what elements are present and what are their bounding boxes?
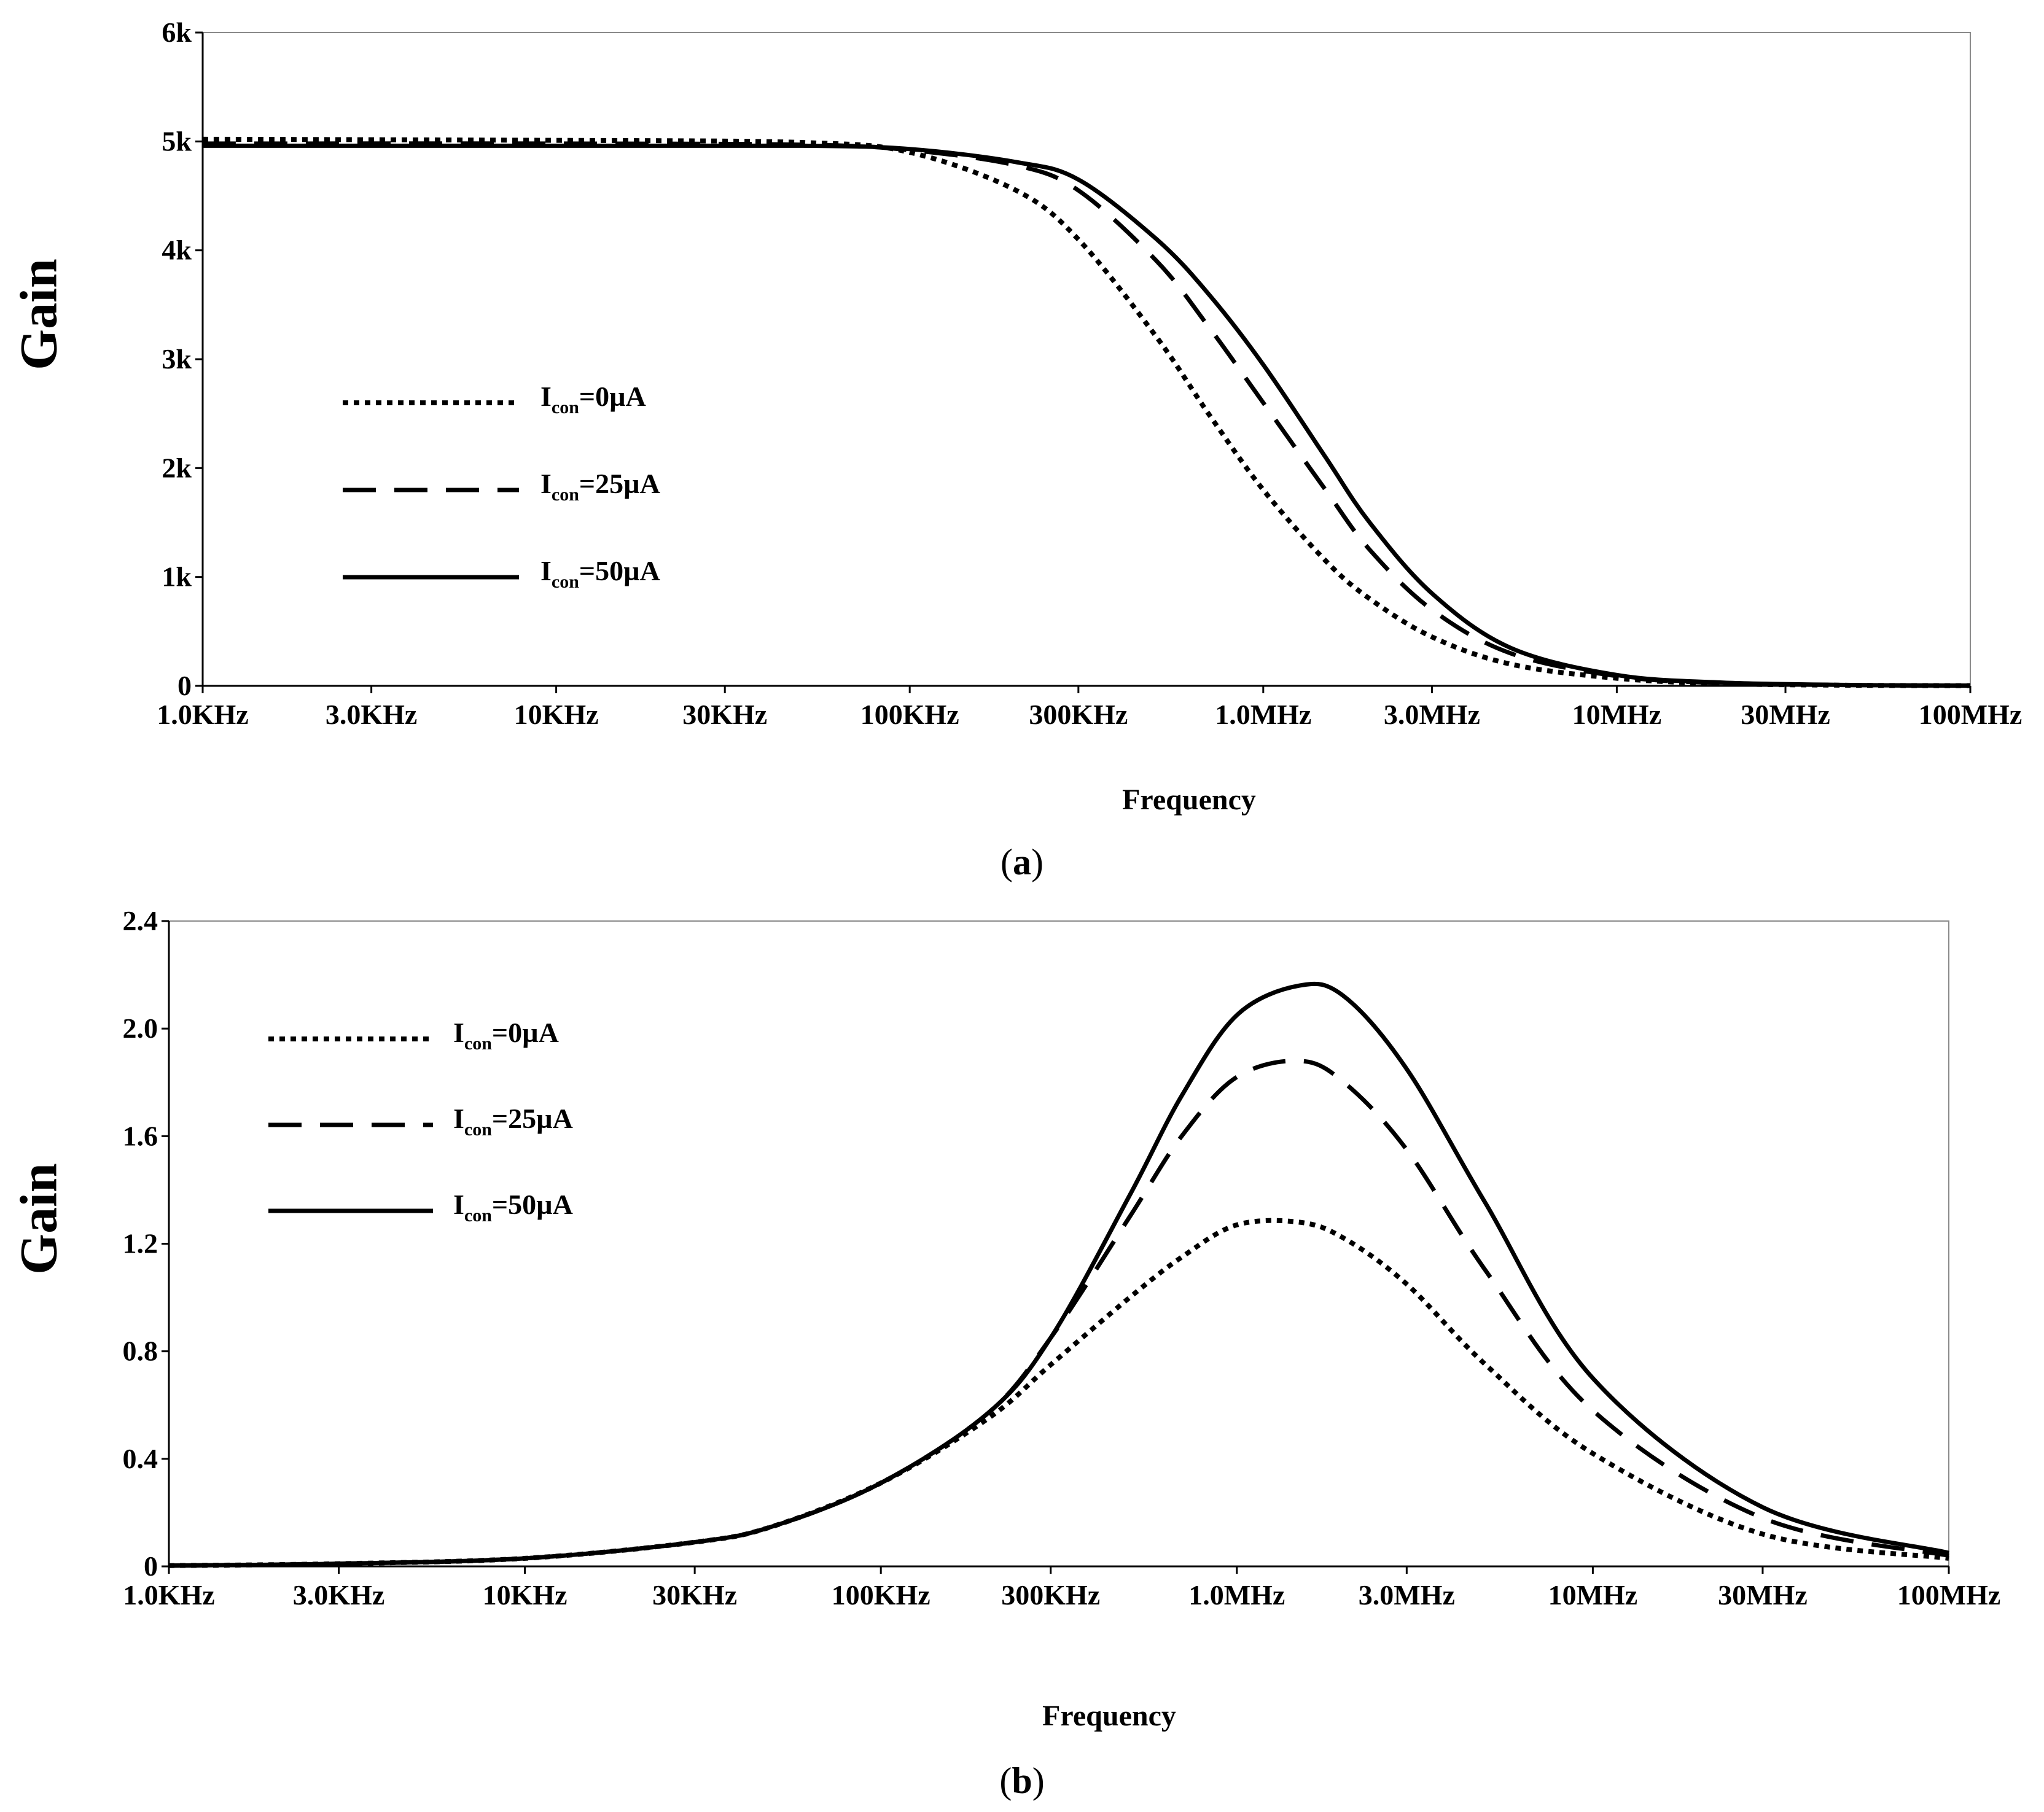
y-tick-label: 4k: [162, 235, 192, 266]
x-tick-label: 10KHz: [514, 699, 599, 730]
legend-label-value: =0µA: [579, 381, 646, 412]
y-tick-label: 1.2: [123, 1228, 158, 1259]
x-tick-label: 30MHz: [1718, 1579, 1808, 1611]
x-tick-label: 30KHz: [682, 699, 767, 730]
y-tick-label: 2.4: [123, 905, 158, 936]
x-tick-label: 300KHz: [1029, 699, 1128, 730]
series-line-dotted: [168, 1218, 1949, 1568]
legend-label: Icon=0µA: [453, 1017, 559, 1054]
legend-label-main: I: [453, 1017, 464, 1048]
caption-close: ): [1032, 1760, 1045, 1801]
plot-area: [202, 32, 1971, 686]
x-tick-label: 100KHz: [832, 1579, 930, 1611]
legend-label-sub: con: [552, 572, 579, 592]
legend-label-value: =50µA: [579, 555, 660, 586]
x-tick-label: 30KHz: [652, 1579, 737, 1611]
y-tick-label: 0: [144, 1550, 158, 1582]
x-tick-label: 3.0KHz: [326, 699, 417, 730]
series-line-dashed: [168, 1059, 1949, 1568]
x-tick-label: 300KHz: [1001, 1579, 1100, 1611]
legend-label-sub: con: [552, 484, 579, 505]
caption-letter: a: [1013, 842, 1031, 882]
caption-open: (: [1001, 842, 1013, 882]
legend-label: Icon=25µA: [453, 1103, 573, 1140]
x-tick-label: 10KHz: [483, 1579, 568, 1611]
x-axis-title: Frequency: [1042, 1700, 1176, 1732]
legend-label: Icon=25µA: [540, 468, 660, 505]
legend-label: Icon=0µA: [540, 381, 646, 418]
y-tick-label: 6k: [162, 17, 192, 48]
y-tick-label: 0: [177, 670, 192, 701]
series-line-solid: [168, 981, 1949, 1568]
chart-panel-a: 0 1k 2k 3k 4k 5k 6k 1.0KHz 3.0KHz 10KHz 30KHz 100KH…: [9, 17, 2023, 882]
x-tick-label: 1.0KHz: [157, 699, 248, 730]
legend-label-main: I: [453, 1103, 464, 1134]
legend-label-value: =50µA: [492, 1189, 573, 1220]
legend-label-main: I: [453, 1189, 464, 1220]
plot-area: [168, 920, 1949, 1567]
x-tick-label: 3.0KHz: [293, 1579, 384, 1611]
series-line-solid: [202, 143, 1971, 688]
panel-caption: (b): [999, 1760, 1044, 1801]
caption-close: ): [1031, 842, 1043, 882]
x-tick-label: 1.0MHz: [1215, 699, 1311, 730]
panel-caption: (a): [1001, 842, 1043, 882]
y-tick-label: 1k: [162, 561, 192, 593]
x-tick-label: 100MHz: [1897, 1579, 2001, 1611]
legend-label-value: =25µA: [492, 1103, 573, 1134]
series-line-dashed: [202, 141, 1971, 688]
caption-letter: b: [1012, 1760, 1032, 1801]
legend-label-sub: con: [464, 1205, 492, 1226]
y-tick-label: 2.0: [123, 1013, 158, 1044]
series-line-dotted: [202, 136, 1971, 688]
caption-open: (: [999, 1760, 1012, 1801]
legend-label-value: =25µA: [579, 468, 660, 499]
y-axis-title: Gain: [9, 1163, 68, 1275]
y-tick-label: 3k: [162, 343, 192, 375]
legend-label-main: I: [540, 468, 552, 499]
y-axis-title: Gain: [9, 259, 68, 370]
x-tick-label: 1.0KHz: [123, 1579, 214, 1611]
y-tick-label: 0.4: [123, 1443, 158, 1474]
legend-label-main: I: [540, 381, 552, 412]
y-tick-label: 1.6: [123, 1120, 158, 1151]
x-tick-label: 10MHz: [1572, 699, 1662, 730]
x-tick-label: 100MHz: [1919, 699, 2023, 730]
x-tick-label: 100KHz: [860, 699, 959, 730]
legend-label-sub: con: [464, 1033, 492, 1054]
legend-label-main: I: [540, 555, 552, 586]
chart-panel-b: 0 0.4 0.8 1.2 1.6 2.0 2.4 1.0KHz 3.0KHz 10KHz 30KH…: [9, 905, 2001, 1801]
y-tick-label: 2k: [162, 452, 192, 483]
legend-label: Icon=50µA: [453, 1189, 573, 1226]
legend-label-value: =0µA: [492, 1017, 559, 1048]
y-tick-label: 5k: [162, 125, 192, 157]
x-tick-label: 3.0MHz: [1384, 699, 1480, 730]
x-tick-label: 10MHz: [1548, 1579, 1638, 1611]
x-axis-title: Frequency: [1122, 784, 1256, 816]
y-tick-label: 0.8: [123, 1336, 158, 1367]
x-tick-label: 30MHz: [1741, 699, 1830, 730]
legend-label-sub: con: [464, 1119, 492, 1140]
legend-label: Icon=50µA: [540, 555, 660, 592]
legend-label-sub: con: [552, 397, 579, 418]
x-tick-label: 1.0MHz: [1188, 1579, 1285, 1611]
x-tick-label: 3.0MHz: [1359, 1579, 1455, 1611]
